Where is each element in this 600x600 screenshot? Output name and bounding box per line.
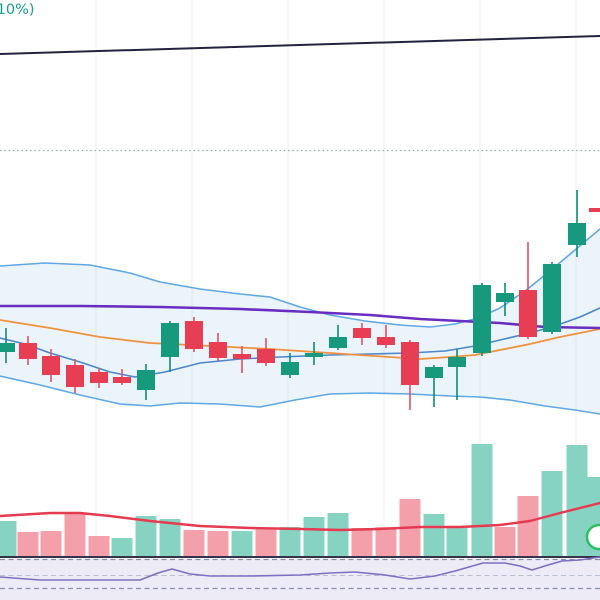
candle-up	[329, 325, 347, 350]
candle-down	[209, 333, 227, 361]
volume-ma-line	[0, 501, 600, 532]
volume-bar-up	[135, 516, 157, 556]
candle-down	[233, 346, 251, 373]
candle-down	[90, 368, 108, 388]
bollinger-lower-band	[0, 375, 600, 415]
candle-body	[113, 377, 131, 383]
volume-bar-up	[423, 514, 445, 556]
candle-up	[281, 353, 299, 378]
volume-bar-up	[541, 471, 563, 556]
volume-bar-down	[494, 527, 516, 556]
volume-bar-down	[255, 529, 277, 556]
candle-body	[185, 321, 203, 349]
candle-body	[66, 365, 84, 387]
candle-up	[568, 190, 586, 257]
candle-up	[543, 262, 561, 334]
candle-body	[19, 343, 37, 359]
highlight-circle-marker[interactable]	[585, 523, 600, 551]
candle-body	[568, 223, 586, 245]
volume-bar-up	[327, 513, 349, 556]
trendline-annotation[interactable]	[0, 35, 600, 55]
candle-up	[137, 364, 155, 400]
price-panel	[0, 35, 600, 415]
candle-down	[377, 325, 395, 348]
candle-down	[66, 359, 84, 393]
candles-layer	[0, 190, 600, 410]
candle-body	[589, 208, 600, 212]
candle-body	[42, 356, 60, 375]
volume-bar-down	[183, 530, 205, 556]
candle-body	[377, 337, 395, 345]
candle-down	[257, 338, 275, 366]
percent-gain-label: (10%)	[0, 2, 35, 18]
candle-up	[305, 342, 323, 365]
candle-up	[425, 365, 443, 407]
candle-body	[209, 342, 227, 358]
volume-bar-up	[159, 519, 181, 556]
panel-separator-line	[0, 556, 600, 558]
candle-body	[448, 357, 466, 367]
indicator-panel	[0, 556, 600, 600]
candle-up	[496, 283, 514, 316]
candle-up	[473, 283, 491, 356]
candle-body	[0, 343, 15, 352]
candle-down	[401, 340, 419, 410]
volume-bar-down	[40, 531, 62, 556]
candle-body	[519, 290, 537, 337]
candle-body	[137, 370, 155, 390]
volume-bar-up	[471, 444, 493, 556]
candle-down	[519, 242, 537, 339]
candle-down	[353, 323, 371, 345]
candle-body	[543, 264, 561, 332]
candle-down	[113, 369, 131, 385]
candle-body	[473, 285, 491, 353]
candle-body	[496, 293, 514, 302]
bollinger-band-fill	[0, 229, 600, 414]
candle-up	[0, 328, 15, 363]
candle-down	[185, 317, 203, 352]
candle-down	[589, 208, 600, 212]
candle-body	[161, 323, 179, 357]
candle-body	[353, 328, 371, 338]
sma-orange-line	[0, 319, 600, 360]
volume-bar-up	[566, 445, 588, 556]
volume-bar-down	[375, 527, 397, 556]
candle-body	[233, 354, 251, 359]
sma-purple-line	[0, 304, 600, 330]
volume-bar-up	[231, 531, 253, 556]
volume-bar-down	[351, 528, 373, 556]
candle-body	[281, 362, 299, 375]
volume-bar-up	[0, 521, 17, 556]
candle-body	[90, 372, 108, 383]
volume-bar-up	[279, 527, 301, 556]
candle-body	[257, 349, 275, 363]
volume-bar-up	[303, 517, 325, 556]
candle-body	[401, 342, 419, 385]
volume-bar-up	[446, 528, 468, 556]
volume-bar-down	[207, 531, 229, 556]
candle-body	[305, 353, 323, 357]
oscillator-line	[0, 556, 600, 581]
volume-bar-down	[517, 496, 539, 556]
candle-body	[329, 337, 347, 348]
volume-bar-down	[17, 532, 39, 556]
candle-body	[425, 367, 443, 378]
volume-panel	[0, 444, 600, 556]
volume-bar-down	[88, 536, 110, 556]
candle-up	[161, 321, 179, 372]
volume-bar-down	[64, 513, 86, 556]
volume-bar-up	[111, 538, 133, 556]
candle-down	[19, 336, 37, 365]
candle-down	[42, 349, 60, 382]
candle-up	[448, 349, 466, 400]
